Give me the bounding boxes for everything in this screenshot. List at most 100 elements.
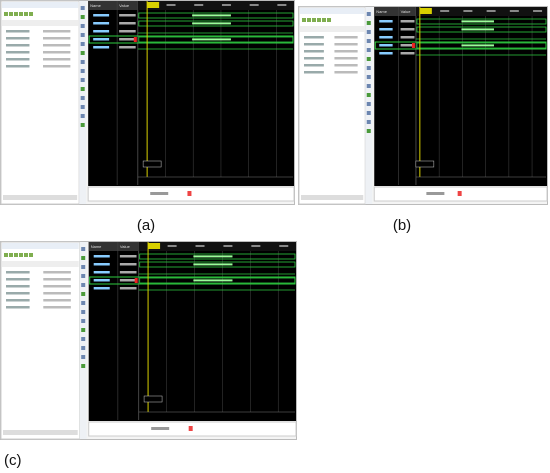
object-value <box>334 71 357 74</box>
bus-value <box>193 279 232 281</box>
signal-name <box>379 52 392 55</box>
marker <box>412 43 415 48</box>
object-name <box>6 51 29 54</box>
tool-icon <box>81 87 85 91</box>
tool-icon <box>81 33 85 37</box>
object-name <box>304 71 324 74</box>
time-label <box>510 10 519 12</box>
cursor-tag <box>148 243 160 249</box>
object-name <box>6 278 30 281</box>
signal-value <box>119 46 136 49</box>
signal-name <box>379 44 392 47</box>
signal-name <box>93 14 109 17</box>
signal-name <box>379 36 392 39</box>
object-value <box>43 65 70 68</box>
object-name <box>6 30 29 33</box>
bus-value <box>192 38 231 40</box>
tool-icon <box>367 129 371 133</box>
bus-value <box>461 28 494 30</box>
toolbar-icon <box>322 18 326 22</box>
toolbar-icon <box>307 18 311 22</box>
pane-title <box>300 8 364 14</box>
object-name <box>304 57 324 60</box>
time-label <box>222 4 231 6</box>
tab-label <box>426 192 444 195</box>
simulator-window: NameValue <box>1 242 297 440</box>
tool-icon <box>81 319 85 323</box>
time-label <box>196 245 205 247</box>
time-ruler <box>139 242 296 251</box>
time-label <box>440 10 449 12</box>
signal-name <box>93 46 109 49</box>
signal-value <box>401 36 415 39</box>
signal-value <box>119 22 136 25</box>
cursor-readout <box>144 396 162 402</box>
object-value <box>43 278 71 281</box>
tool-icon <box>367 120 371 124</box>
object-name <box>6 65 29 68</box>
cursor-tag <box>147 2 159 8</box>
object-name <box>304 64 324 67</box>
column-header: Name <box>90 3 101 8</box>
object-name <box>304 36 324 39</box>
bus-value <box>192 14 231 16</box>
tool-icon <box>367 66 371 70</box>
marker <box>134 37 137 42</box>
toolbar-icon <box>327 18 331 22</box>
cursor-tag <box>420 8 432 14</box>
toolbar-icon <box>4 253 8 257</box>
toolbar-icon <box>19 12 23 16</box>
tool-icon <box>81 42 85 46</box>
close-icon <box>189 426 193 431</box>
tool-icon <box>81 301 85 305</box>
time-ruler <box>138 1 294 10</box>
object-name <box>6 292 30 295</box>
tool-icon <box>81 24 85 28</box>
tool-icon <box>81 6 85 10</box>
signal-name <box>94 271 110 274</box>
time-label <box>194 4 203 6</box>
list-header <box>300 26 364 32</box>
signal-value <box>119 38 136 41</box>
toolbar-icon <box>4 12 8 16</box>
tool-icon <box>81 78 85 82</box>
object-value <box>43 271 71 274</box>
tool-icon <box>367 102 371 106</box>
signal-name <box>93 30 109 33</box>
toolbar-icon <box>9 12 13 16</box>
list-header <box>2 261 79 267</box>
column-header: Value <box>401 9 412 14</box>
tool-icon <box>81 256 85 260</box>
time-label <box>279 245 288 247</box>
time-label <box>168 245 177 247</box>
caption: (c) <box>4 452 22 469</box>
simulator-window: NameValue <box>1 1 295 205</box>
object-value <box>43 44 70 47</box>
tool-icon <box>81 96 85 100</box>
object-value <box>43 292 71 295</box>
tool-icon <box>81 60 85 64</box>
signal-name <box>94 255 110 258</box>
scrollbar <box>301 195 363 200</box>
time-label <box>533 10 542 12</box>
tool-icon <box>367 39 371 43</box>
signal-name <box>379 20 392 23</box>
object-value <box>43 37 70 40</box>
tool-icon <box>81 105 85 109</box>
column-header: Name <box>91 244 102 249</box>
toolbar-icon <box>317 18 321 22</box>
object-value <box>43 306 71 309</box>
tool-icon <box>367 84 371 88</box>
tool-icon <box>367 21 371 25</box>
tool-icon <box>81 292 85 296</box>
tab-label <box>151 427 169 430</box>
signal-value <box>120 287 137 290</box>
toolbar-icon <box>9 253 13 257</box>
tool-icon <box>367 12 371 16</box>
tool-icon <box>367 111 371 115</box>
signal-value <box>120 279 137 282</box>
signal-name <box>94 279 110 282</box>
signal-value <box>401 52 415 55</box>
object-value <box>334 50 357 53</box>
close-icon <box>187 191 191 196</box>
